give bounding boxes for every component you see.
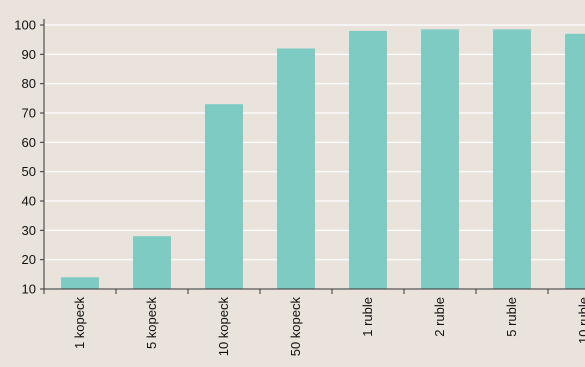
bar-3 [205, 104, 243, 289]
x-category-label: 2 ruble [432, 297, 447, 337]
bar-6 [421, 29, 459, 290]
y-axis-tick-labels: 10 20 30 40 50 60 70 80 90 100 [14, 18, 36, 297]
y-tick-label: 10 [22, 282, 36, 297]
bar-8 [565, 33, 585, 289]
bar-2 [133, 236, 171, 289]
y-tick-label: 90 [22, 47, 36, 62]
x-category-label: 5 ruble [504, 297, 519, 337]
bar-5 [349, 30, 387, 289]
bar-7 [493, 29, 531, 290]
x-category-label: 1 kopeck [72, 297, 87, 350]
y-tick-label: 80 [22, 76, 36, 91]
y-tick-label: 60 [22, 135, 36, 150]
y-tick-label: 50 [22, 164, 36, 179]
x-category-label: 10 ruble [576, 297, 585, 344]
y-tick-label: 70 [22, 106, 36, 121]
y-tick-label: 40 [22, 194, 36, 209]
y-tick-label: 20 [22, 252, 36, 267]
axes [40, 19, 585, 294]
y-tick-label: 30 [22, 223, 36, 238]
x-axis-category-labels: 1 kopeck 5 kopeck 10 kopeck 50 kopeck 1 rubl… [72, 297, 585, 357]
bars [61, 29, 585, 290]
x-category-label: 5 kopeck [144, 297, 159, 350]
x-category-label: 10 kopeck [216, 297, 231, 357]
x-category-label: 1 ruble [360, 297, 375, 337]
bar-4 [277, 48, 315, 289]
bar-1 [61, 277, 99, 289]
y-tick-label: 100 [14, 18, 36, 33]
x-category-label: 50 kopeck [288, 297, 303, 357]
